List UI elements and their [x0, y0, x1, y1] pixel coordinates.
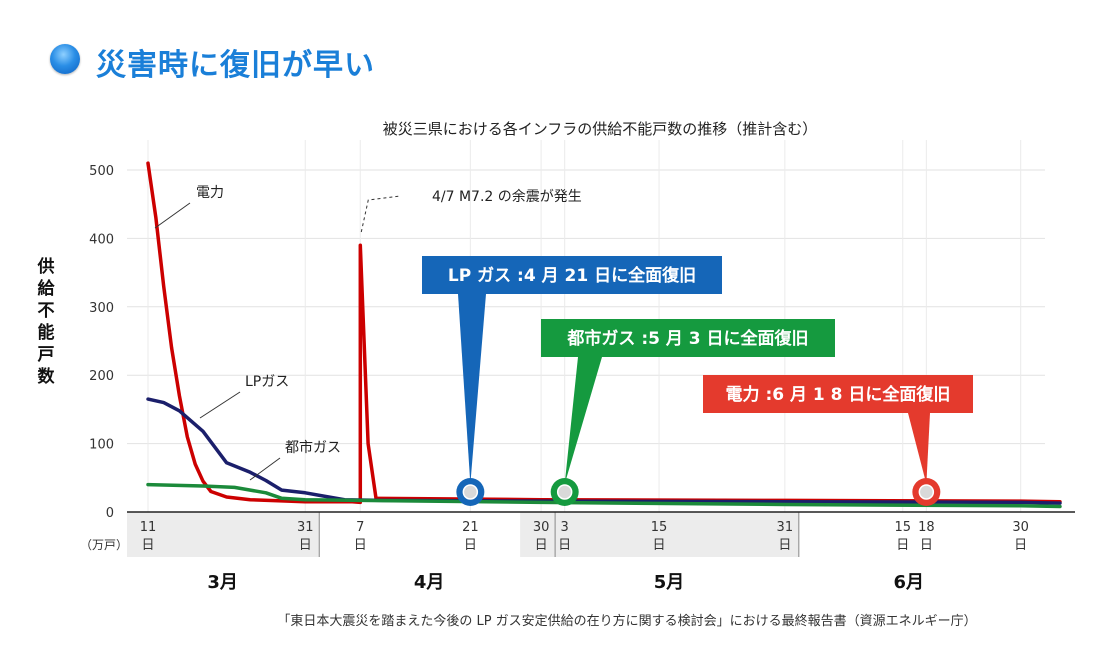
- y-axis-label-char: 給: [38, 278, 56, 299]
- x-tick-unit: 日: [299, 538, 312, 553]
- y-axis-label-char: 供: [37, 256, 55, 277]
- x-tick-unit: 日: [778, 538, 791, 553]
- y-tick-label: 0: [106, 506, 114, 521]
- recovery-callout-text: 電力 :6 月 1 8 日に全面復旧: [726, 384, 951, 405]
- y-axis-label-char: 不: [38, 301, 55, 321]
- recovery-callout-pointer: [908, 413, 930, 484]
- month-shade: [520, 512, 799, 557]
- series-line: [146, 482, 1062, 509]
- x-tick-label: 3: [561, 520, 569, 535]
- series-leader-line: [199, 391, 241, 419]
- y-tick-label: 300: [89, 301, 114, 316]
- x-tick-label: 31: [297, 520, 314, 535]
- recovery-marker-center: [462, 484, 479, 500]
- x-tick-label: 7: [356, 520, 364, 535]
- x-tick-unit: 日: [464, 538, 477, 553]
- recovery-marker-center: [556, 484, 573, 500]
- recovery-marker-center: [918, 484, 935, 500]
- series-label: 都市ガス: [285, 439, 341, 456]
- header-bullet-icon: [50, 44, 80, 74]
- series-label: 電力: [196, 185, 224, 201]
- recovery-callout-text: 都市ガス :5 月 3 日に全面復旧: [566, 328, 808, 349]
- month-label: 5月: [654, 572, 685, 593]
- x-tick-label: 18: [918, 520, 935, 535]
- x-tick-unit: 日: [535, 538, 548, 553]
- chart-title: 被災三県における各インフラの供給不能戸数の推移（推計含む）: [383, 120, 818, 138]
- series-leader-line: [154, 202, 191, 229]
- series-label: LPガス: [245, 374, 289, 390]
- month-label: 4月: [414, 572, 445, 593]
- x-tick-label: 21: [462, 520, 479, 535]
- recovery-callout-pointer: [564, 357, 602, 484]
- series-leader-line: [249, 457, 281, 481]
- y-axis-label-char: 能: [38, 322, 55, 343]
- y-axis-label-char: 戸: [38, 345, 55, 365]
- month-label: 6月: [893, 572, 924, 593]
- y-tick-label: 200: [89, 369, 114, 384]
- x-tick-unit: 日: [1014, 538, 1027, 553]
- series-line: [146, 397, 1062, 505]
- recovery-callout-box: [422, 256, 722, 294]
- x-tick-unit: 日: [653, 538, 666, 553]
- chart-source: 「東日本大震災を踏まえた今後の LP ガス安定供給の在り方に関する検討会」におけ…: [277, 613, 976, 629]
- recovery-callout-box: [703, 375, 973, 413]
- x-tick-unit: 日: [896, 538, 909, 553]
- recovery-callout-box: [541, 319, 835, 357]
- recovery-callout-pointer: [458, 294, 486, 484]
- page-heading: 災害時に復旧が早い: [96, 48, 375, 83]
- aftershock-leader-line: [360, 195, 401, 233]
- x-tick-label: 30: [1012, 520, 1029, 535]
- x-tick-unit: 日: [141, 538, 154, 553]
- x-tick-label: 15: [651, 520, 668, 535]
- y-axis-label-char: 数: [38, 366, 56, 387]
- aftershock-annotation: 4/7 M7.2 の余震が発生: [432, 188, 582, 205]
- month-shade: [127, 512, 320, 557]
- x-tick-label: 30: [533, 520, 550, 535]
- y-tick-label: 400: [89, 232, 114, 247]
- recovery-callout-text: LP ガス :4 月 21 日に全面復旧: [448, 265, 696, 286]
- x-tick-unit: 日: [920, 538, 933, 553]
- x-tick-unit: 日: [354, 538, 367, 553]
- y-unit-label: （万戸）: [80, 538, 128, 552]
- x-tick-label: 11: [140, 520, 157, 535]
- x-tick-label: 15: [894, 520, 911, 535]
- y-tick-label: 100: [89, 438, 114, 453]
- month-label: 3月: [207, 572, 238, 593]
- x-tick-label: 31: [777, 520, 794, 535]
- x-tick-unit: 日: [558, 538, 571, 553]
- y-tick-label: 500: [89, 164, 114, 179]
